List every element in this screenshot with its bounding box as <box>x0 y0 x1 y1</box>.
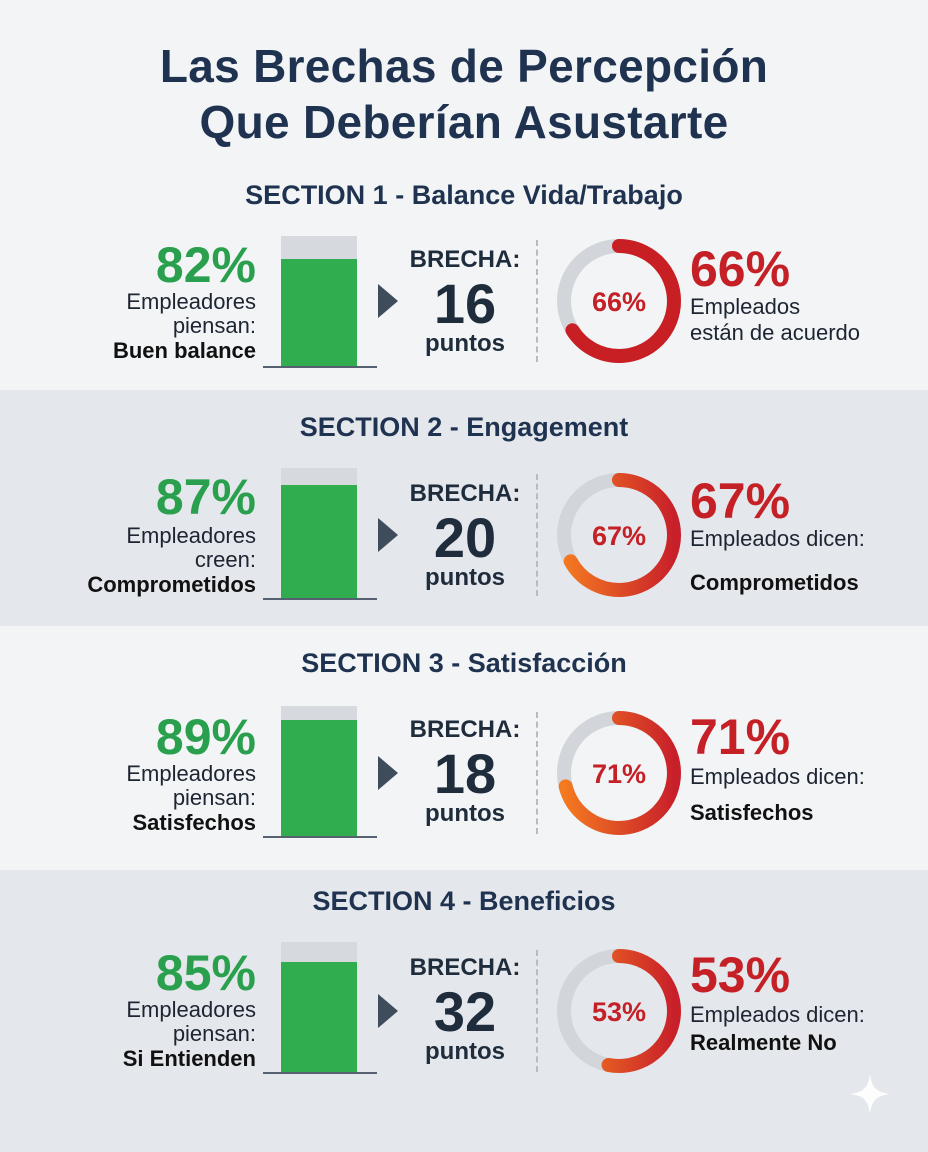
bar-fill <box>281 259 357 366</box>
arrow-right-icon <box>378 284 398 318</box>
bar-baseline <box>263 836 377 838</box>
sparkle-icon <box>850 1074 890 1114</box>
gap-label: BRECHA: <box>409 480 521 507</box>
gap-unit: puntos <box>425 564 505 591</box>
gap-value: 20 <box>433 506 497 569</box>
employee-belief: Comprometidos <box>690 570 859 595</box>
arrow-right-icon <box>378 518 398 552</box>
section-3: SECTION 3 - Satisfacción 89% Empleadores… <box>0 626 928 870</box>
employer-label: Empleadores creen: <box>126 524 256 572</box>
gap-unit: puntos <box>425 330 505 357</box>
section-title: SECTION 2 - Engagement <box>299 412 629 442</box>
employer-bar <box>281 468 357 598</box>
divider <box>536 474 538 596</box>
title-line-2: Que Deberían Asustarte <box>199 96 729 148</box>
employee-label: Empleados están de acuerdo <box>690 294 860 346</box>
employer-label-line: piensan: <box>172 1021 256 1046</box>
section-title: SECTION 1 - Balance Vida/Trabajo <box>245 180 683 210</box>
arrow-right-icon <box>378 756 398 790</box>
employee-belief: Realmente No <box>690 1030 837 1055</box>
employer-percent: 89% <box>155 709 256 765</box>
employee-belief: Satisfechos <box>690 800 814 825</box>
employee-label-line: Empleados dicen: <box>690 1002 865 1027</box>
employer-label-line: creen: <box>194 547 256 572</box>
gap-value: 16 <box>433 272 497 335</box>
employee-label: Empleados dicen: <box>690 1002 865 1028</box>
bar-baseline <box>263 1072 377 1074</box>
employee-percent: 66% <box>690 241 791 297</box>
bar-baseline <box>263 366 377 368</box>
title-line-1: Las Brechas de Percepción <box>159 40 769 92</box>
section-title: SECTION 3 - Satisfacción <box>301 648 627 678</box>
employee-donut: 53% <box>557 949 681 1073</box>
employer-label-line: piensan: <box>172 785 256 810</box>
employer-belief: Satisfechos <box>132 810 257 835</box>
employee-percent: 71% <box>690 709 791 765</box>
employer-label-line: Empleadores <box>126 997 256 1022</box>
section-1: SECTION 1 - Balance Vida/Trabajo 82% Emp… <box>0 168 928 390</box>
donut-arc <box>557 711 681 835</box>
employer-bar <box>281 706 357 836</box>
bar-baseline <box>263 598 377 600</box>
donut-label: 67% <box>592 521 646 551</box>
employee-donut: 66% <box>557 239 681 363</box>
bar-fill <box>281 961 357 1072</box>
employer-belief: Buen balance <box>112 338 256 363</box>
gap-label: BRECHA: <box>409 954 521 981</box>
employee-label-line: están de acuerdo <box>690 320 861 345</box>
divider <box>536 950 538 1072</box>
employee-percent: 53% <box>690 947 791 1003</box>
employee-label-line: Empleados dicen: <box>690 764 865 789</box>
gap-label: BRECHA: <box>409 246 521 273</box>
employer-label: Empleadores piensan: <box>126 290 256 338</box>
donut-label: 66% <box>592 287 646 317</box>
employer-percent: 82% <box>155 237 256 293</box>
donut-arc <box>557 949 681 1073</box>
section-title: SECTION 4 - Beneficios <box>312 886 616 916</box>
arrow-right-icon <box>378 994 398 1028</box>
employer-label-line: Empleadores <box>126 761 256 786</box>
employer-bar <box>281 942 357 1072</box>
employee-donut: 71% <box>557 711 681 835</box>
employee-donut: 67% <box>557 473 681 597</box>
employee-label: Empleados dicen: <box>690 764 865 790</box>
employer-label: Empleadores piensan: <box>126 998 256 1046</box>
divider <box>536 240 538 362</box>
employer-label: Empleadores piensan: <box>126 762 256 810</box>
donut-arc <box>557 239 681 363</box>
divider <box>536 712 538 834</box>
section-4: SECTION 4 - Beneficios 85% Empleadores p… <box>0 870 928 1152</box>
employer-label-line: piensan: <box>172 313 256 338</box>
gap-value: 32 <box>433 980 497 1043</box>
donut-label: 71% <box>592 759 646 789</box>
donut-label: 53% <box>592 997 646 1027</box>
gap-unit: puntos <box>425 1038 505 1065</box>
employer-belief: Si Entienden <box>122 1046 256 1071</box>
gap-label: BRECHA: <box>409 716 521 743</box>
bar-fill <box>281 484 357 598</box>
bar-fill <box>281 720 357 836</box>
employee-label: Empleados dicen: <box>690 526 865 552</box>
employee-percent: 67% <box>690 473 791 529</box>
employer-label-line: Empleadores <box>126 523 256 548</box>
employee-label-line: Empleados dicen: <box>690 526 865 551</box>
employer-percent: 87% <box>155 469 256 525</box>
donut-arc <box>557 473 681 597</box>
page-title: Las Brechas de Percepción Que Deberían A… <box>0 38 928 150</box>
employer-belief: Comprometidos <box>87 572 256 597</box>
section-2: SECTION 2 - Engagement 87% Empleadores c… <box>0 390 928 626</box>
employee-label-line: Empleados <box>690 294 801 319</box>
employer-percent: 85% <box>155 945 256 1001</box>
gap-unit: puntos <box>425 800 505 827</box>
gap-value: 18 <box>433 742 497 805</box>
employer-bar <box>281 236 357 366</box>
employer-label-line: Empleadores <box>126 289 256 314</box>
